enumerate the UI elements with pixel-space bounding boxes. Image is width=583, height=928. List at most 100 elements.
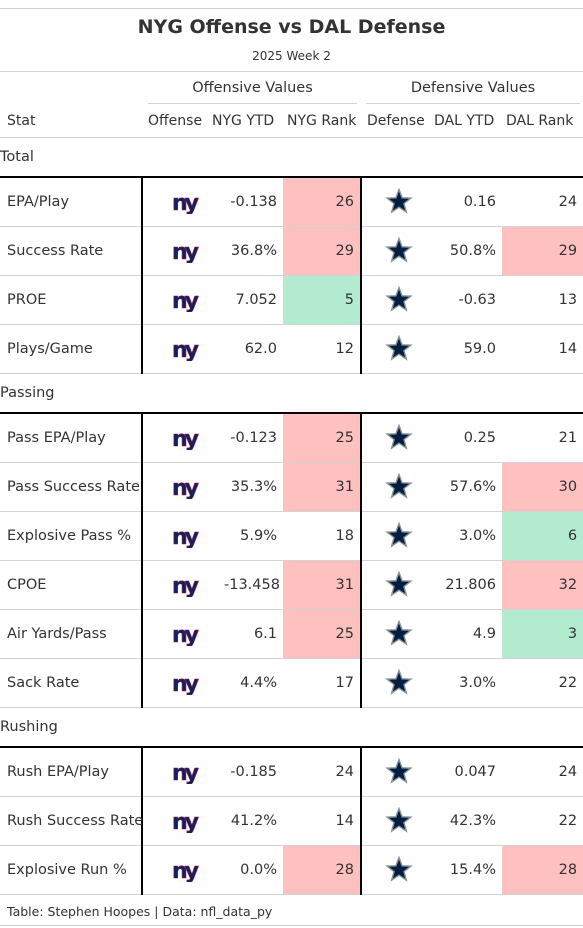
defense-logo-cell	[360, 511, 435, 561]
cowboys-star-icon	[384, 620, 413, 646]
nyg-rank-value: 12	[283, 324, 361, 374]
column-header-rule	[0, 137, 583, 138]
dal-ytd-value: 15.4%	[435, 845, 502, 895]
offense-logo-cell: ny	[141, 747, 224, 797]
ny-giants-logo-icon: ny	[171, 859, 199, 882]
svg-text:ny: ny	[171, 859, 198, 882]
ny-giants-logo-icon: ny	[171, 240, 199, 263]
nyg-ytd-value: 36.8%	[224, 226, 283, 276]
offense-logo-cell: ny	[141, 511, 224, 561]
table-row: Air Yards/Pass ny 6.1 25 4.9 3	[0, 609, 583, 659]
source-note: Table: Stephen Hoopes | Data: nfl_data_p…	[7, 904, 273, 919]
stat-name: Explosive Run %	[0, 845, 142, 895]
dal-rank-value: 24	[502, 747, 583, 797]
defense-logo-cell	[360, 324, 435, 374]
top-rule	[0, 8, 583, 9]
ny-giants-logo-icon: ny	[171, 761, 199, 784]
col-header-offense: Offense	[148, 113, 203, 129]
offensive-values-spanner: Offensive Values	[192, 80, 313, 96]
table-row: Success Rate ny 36.8% 29 50.8% 29	[0, 226, 583, 276]
svg-text:ny: ny	[171, 574, 198, 597]
svg-text:ny: ny	[171, 623, 198, 646]
dal-rank-value: 30	[502, 462, 583, 512]
dal-ytd-value: 0.25	[435, 413, 502, 463]
nyg-ytd-value: 41.2%	[224, 796, 283, 846]
group-header-row: Rushing	[0, 707, 583, 748]
nyg-rank-value: 26	[283, 177, 361, 227]
dal-ytd-value: 4.9	[435, 609, 502, 659]
dal-rank-value: 6	[502, 511, 583, 561]
ny-giants-logo-icon: ny	[171, 191, 199, 214]
nyg-rank-value: 31	[283, 560, 361, 610]
table-row: Rush EPA/Play ny -0.185 24 0.047 24	[0, 747, 583, 797]
dal-ytd-value: 59.0	[435, 324, 502, 374]
table-row: Sack Rate ny 4.4% 17 3.0% 22	[0, 658, 583, 708]
table-subtitle: 2025 Week 2	[252, 49, 331, 63]
table-row: Explosive Pass % ny 5.9% 18 3.0% 6	[0, 511, 583, 561]
svg-text:ny: ny	[171, 761, 198, 784]
dal-ytd-value: 42.3%	[435, 796, 502, 846]
dal-ytd-value: 0.16	[435, 177, 502, 227]
dal-ytd-value: 21.806	[435, 560, 502, 610]
col-header-nyg-rank: NYG Rank	[287, 113, 357, 129]
dal-rank-value: 13	[502, 275, 583, 325]
defensive-values-spanner: Defensive Values	[410, 80, 536, 96]
nyg-ytd-value: -0.185	[224, 747, 283, 797]
nyg-rank-value: 24	[283, 747, 361, 797]
cowboys-star-icon	[384, 522, 413, 548]
table-row: Pass EPA/Play ny -0.123 25 0.25 21	[0, 413, 583, 463]
dal-ytd-value: 3.0%	[435, 511, 502, 561]
group-label: Rushing	[0, 707, 583, 748]
stat-name: Plays/Game	[0, 324, 142, 374]
dal-rank-value: 21	[502, 413, 583, 463]
dal-rank-value: 24	[502, 177, 583, 227]
defense-logo-cell	[360, 609, 435, 659]
offense-logo-cell: ny	[141, 796, 224, 846]
ny-giants-logo-icon: ny	[171, 623, 199, 646]
nyg-rank-value: 25	[283, 609, 361, 659]
group-header-row: Total	[0, 138, 583, 178]
nyg-rank-value: 17	[283, 658, 361, 708]
cowboys-star-icon	[384, 237, 413, 263]
bottom-rule	[0, 925, 583, 926]
ny-giants-logo-icon: ny	[171, 525, 199, 548]
dal-rank-value: 22	[502, 796, 583, 846]
defense-logo-cell	[360, 747, 435, 797]
table-title: NYG Offense vs DAL Defense	[137, 16, 446, 38]
nyg-rank-value: 5	[283, 275, 361, 325]
nyg-ytd-value: 35.3%	[224, 462, 283, 512]
defense-logo-cell	[360, 177, 435, 227]
svg-text:ny: ny	[171, 525, 198, 548]
offense-logo-cell: ny	[141, 275, 224, 325]
dal-ytd-value: 3.0%	[435, 658, 502, 708]
defense-logo-cell	[360, 658, 435, 708]
ny-giants-logo-icon: ny	[171, 338, 199, 361]
stats-table-body: Total EPA/Play ny -0.138 26 0.16 24 Success Rat…	[0, 138, 583, 895]
cowboys-star-icon	[384, 335, 413, 361]
table-row: Pass Success Rate ny 35.3% 31 57.6% 30	[0, 462, 583, 512]
col-header-dal-rank: DAL Rank	[506, 113, 574, 129]
defense-logo-cell	[360, 845, 435, 895]
dal-rank-value: 32	[502, 560, 583, 610]
ny-giants-logo-icon: ny	[171, 672, 199, 695]
offense-logo-cell: ny	[141, 560, 224, 610]
svg-text:ny: ny	[171, 810, 198, 833]
nyg-ytd-value: -0.138	[224, 177, 283, 227]
nyg-ytd-value: 0.0%	[224, 845, 283, 895]
ny-giants-logo-icon: ny	[171, 289, 199, 312]
stat-name: PROE	[0, 275, 142, 325]
col-header-defense: Defense	[367, 113, 425, 129]
nyg-rank-value: 18	[283, 511, 361, 561]
offense-logo-cell: ny	[141, 177, 224, 227]
nyg-rank-value: 31	[283, 462, 361, 512]
svg-text:ny: ny	[171, 427, 198, 450]
cowboys-star-icon	[384, 571, 413, 597]
dal-rank-value: 29	[502, 226, 583, 276]
stat-name: Success Rate	[0, 226, 142, 276]
ny-giants-logo-icon: ny	[171, 427, 199, 450]
svg-text:ny: ny	[171, 476, 198, 499]
svg-text:ny: ny	[171, 672, 198, 695]
nyg-ytd-value: 6.1	[224, 609, 283, 659]
dal-rank-value: 3	[502, 609, 583, 659]
header-rule	[0, 71, 583, 72]
